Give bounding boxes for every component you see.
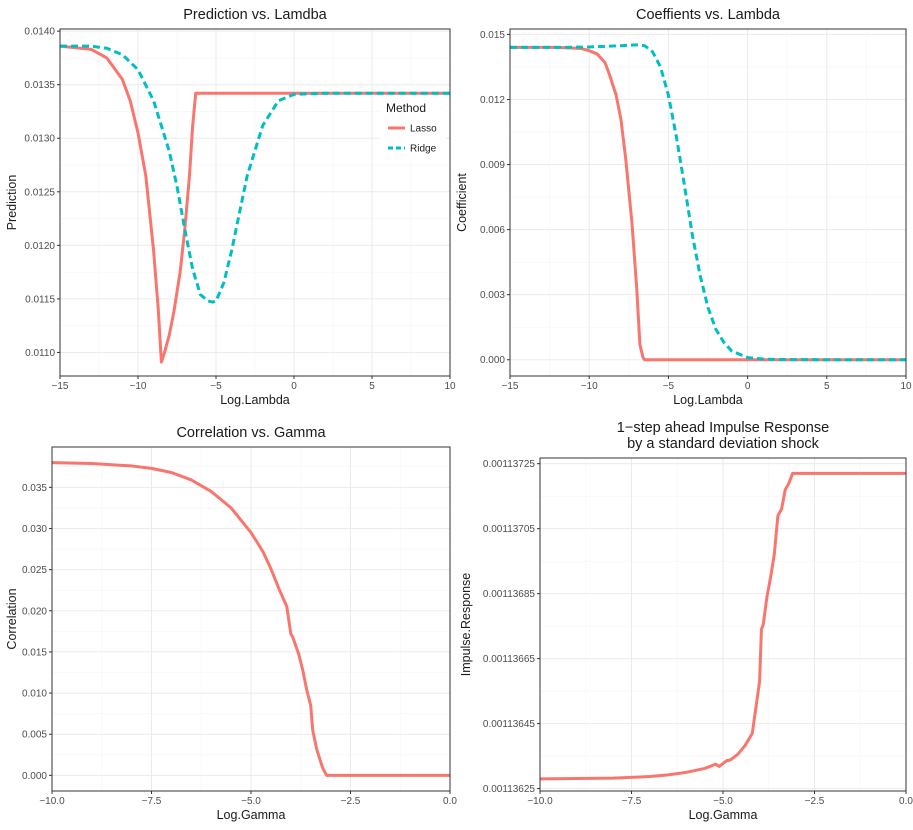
y-tick-label: 0.00113665	[483, 654, 536, 665]
x-tick-label: −2.5	[341, 796, 361, 807]
x-tick-label: −7.5	[622, 796, 642, 807]
x-tick-label: 0.0	[899, 796, 913, 807]
y-tick-label: 0.030	[22, 524, 47, 535]
y-tick-label: 0.00113685	[483, 589, 536, 600]
y-tick-label: 0.010	[22, 689, 47, 700]
x-axis-title: Log.Gamma	[689, 808, 758, 822]
y-tick-label: 0.020	[22, 606, 47, 617]
legend-label-ridge: Ridge	[410, 144, 437, 155]
x-tick-label: −7.5	[142, 796, 162, 807]
chart-title: by a standard deviation shock	[627, 436, 820, 452]
y-tick-label: 0.0140	[24, 27, 55, 38]
x-tick-label: −15	[502, 381, 519, 392]
y-tick-label: 0.009	[480, 160, 505, 171]
y-tick-label: 0.035	[22, 483, 47, 494]
chart-panel-p1: −15 −10 −5 0 5 10 0.0110 0.0115 0.0120 0.0125 0.01…	[5, 7, 456, 407]
y-axis-title: Impulse.Response	[459, 573, 473, 677]
x-tick-label: −10	[581, 381, 598, 392]
series-line-ridge	[60, 44, 450, 304]
y-tick-label: 0.025	[22, 565, 47, 576]
major-grid	[539, 458, 907, 791]
y-tick-label: 0.0110	[25, 348, 55, 359]
y-tick-label: 0.00113725	[483, 459, 536, 470]
series-group	[510, 43, 906, 362]
x-tick-label: 0.0	[443, 796, 457, 807]
y-axis-title: Prediction	[5, 175, 19, 231]
x-tick-label: −2.5	[805, 796, 825, 807]
chart-title: 1−step ahead Impulse Response	[617, 420, 829, 436]
series-group	[540, 471, 906, 781]
series-line-impulse-response	[540, 471, 906, 781]
series-group	[60, 44, 450, 364]
legend-label-lasso: Lasso	[410, 124, 437, 135]
panel-border	[51, 446, 451, 792]
y-tick-label: 0.0125	[24, 187, 55, 198]
legend: Method Lasso Ridge	[380, 96, 446, 160]
x-axis-title: Log.Gamma	[217, 808, 286, 822]
x-axis-title: Log.Lambda	[673, 393, 743, 407]
x-tick-label: 10	[444, 381, 456, 392]
x-tick-label: 0	[291, 381, 297, 392]
major-grid	[51, 447, 451, 791]
panel-border	[539, 457, 907, 792]
series-group	[52, 461, 450, 777]
x-axis-title: Log.Lambda	[220, 393, 290, 407]
x-tick-label: −5.0	[241, 796, 261, 807]
y-tick-label: 0.015	[480, 30, 505, 41]
x-tick-label: −10	[130, 381, 147, 392]
minor-grid	[510, 29, 906, 376]
y-tick-label: 0.00113645	[483, 719, 536, 730]
y-axis-title: Coefficient	[455, 173, 469, 232]
series-line-lasso	[510, 45, 906, 362]
y-tick-label: 0.000	[480, 355, 505, 366]
x-tick-label: −5	[663, 381, 675, 392]
chart-panel-p2: −15 −10 −5 0 5 10 0.000 0.003 0.006 0.009 0.012 0.0…	[455, 7, 912, 407]
x-tick-label: −10.0	[527, 796, 553, 807]
y-axis-title: Correlation	[5, 588, 19, 649]
y-tick-label: 0.000	[22, 771, 47, 782]
y-tick-label: 0.012	[480, 95, 505, 106]
series-line-correlation	[52, 461, 450, 777]
panel-border	[59, 28, 451, 377]
x-tick-label: 5	[824, 381, 830, 392]
y-tick-label: 0.0120	[24, 241, 55, 252]
chart-title: Prediction vs. Lamdba	[183, 7, 327, 23]
panel-border	[509, 28, 907, 377]
y-tick-label: 0.003	[480, 290, 505, 301]
chart-title: Correlation vs. Gamma	[176, 425, 326, 441]
chart-panel-p3: −10.0 −7.5 −5.0 −2.5 0.0 0.000 0.005 0.010 0.015…	[5, 425, 457, 822]
y-tick-label: 0.0135	[24, 80, 55, 91]
legend-title: Method	[386, 101, 426, 115]
x-tick-label: 0	[745, 381, 751, 392]
minor-grid	[60, 29, 450, 376]
y-tick-label: 0.00113625	[483, 784, 536, 795]
y-tick-label: 0.006	[480, 225, 505, 236]
x-tick-label: −5.0	[713, 796, 733, 807]
x-tick-label: −10.0	[39, 796, 65, 807]
chart-title: Coeffients vs. Lambda	[636, 7, 781, 23]
series-line-lasso	[60, 44, 450, 364]
y-tick-label: 0.00113705	[483, 524, 536, 535]
y-tick-label: 0.015	[22, 647, 47, 658]
y-tick-label: 0.005	[22, 730, 47, 741]
x-tick-label: −5	[210, 381, 222, 392]
x-tick-label: −15	[52, 381, 69, 392]
y-tick-label: 0.0130	[24, 134, 55, 145]
chart-panel-p4: −10.0 −7.5 −5.0 −2.5 0.0 0.00113625 0.00113645…	[459, 420, 913, 822]
x-tick-label: 5	[369, 381, 375, 392]
y-tick-label: 0.0115	[25, 294, 55, 305]
x-tick-label: 10	[900, 381, 912, 392]
